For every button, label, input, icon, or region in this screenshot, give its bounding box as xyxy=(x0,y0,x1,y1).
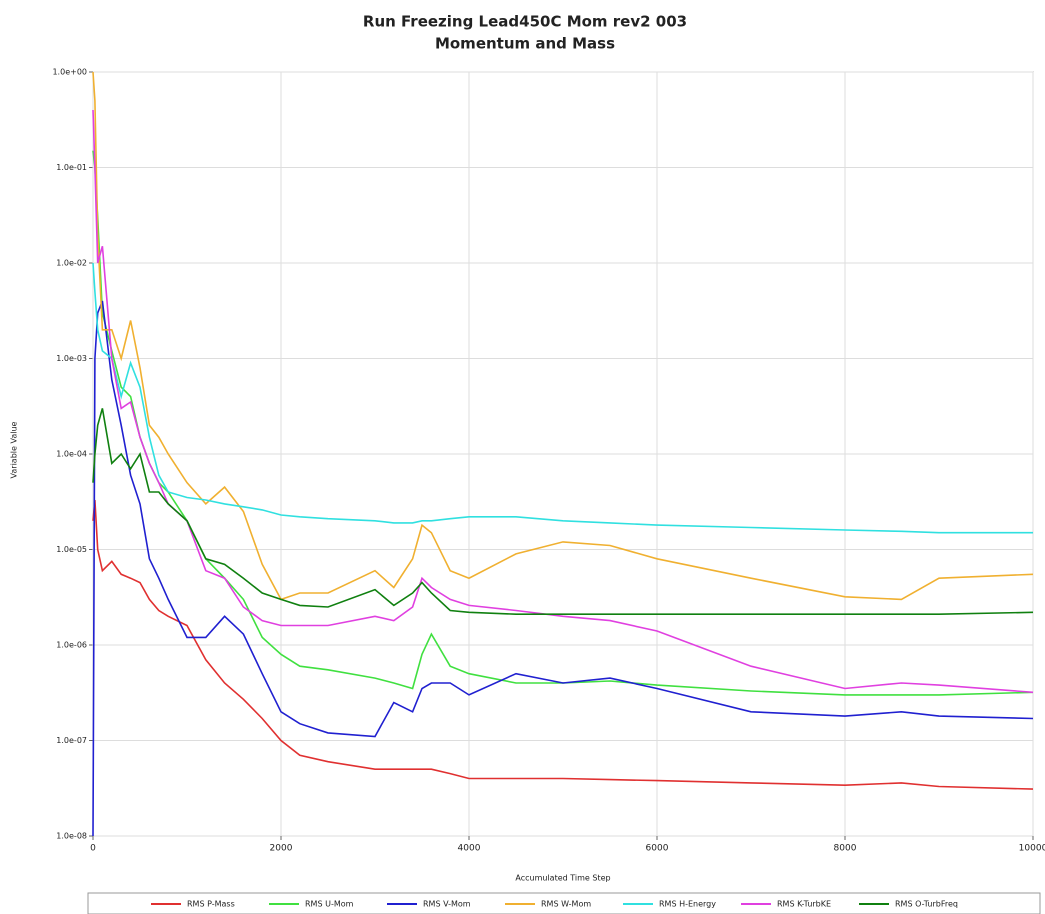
series-line xyxy=(92,408,1034,615)
y-tick-label: 1.0e-03 xyxy=(56,354,87,363)
y-tick-label: 1.0e-07 xyxy=(56,736,87,745)
chart-subtitle: Momentum and Mass xyxy=(435,35,615,53)
series-line xyxy=(92,499,1034,790)
legend-label: RMS P-Mass xyxy=(187,900,235,909)
x-tick-label: 6000 xyxy=(646,844,669,854)
y-tick-label: 1.0e+00 xyxy=(52,68,87,77)
chart-title: Run Freezing Lead450C Mom rev2 003 xyxy=(363,13,687,31)
legend-label: RMS U-Mom xyxy=(305,900,354,909)
y-tick-label: 1.0e-08 xyxy=(56,832,87,841)
y-axis-label: Variable Value xyxy=(10,421,19,478)
x-tick-label: 2000 xyxy=(270,844,293,854)
legend-box xyxy=(87,892,1041,914)
legend-label: RMS W-Mom xyxy=(541,900,591,909)
y-tick-label: 1.0e-02 xyxy=(56,259,87,268)
legend-label: RMS K-TurbKE xyxy=(777,900,831,909)
y-tick-label: 1.0e-06 xyxy=(56,641,87,650)
x-axis-label: Accumulated Time Step xyxy=(515,874,610,883)
x-tick-label: 8000 xyxy=(834,844,857,854)
y-tick-label: 1.0e-04 xyxy=(56,450,87,459)
x-tick-label: 0 xyxy=(90,844,96,854)
legend-label: RMS O-TurbFreq xyxy=(895,900,958,909)
series-line xyxy=(92,109,1034,694)
legend-label: RMS H-Energy xyxy=(659,900,716,909)
series-line xyxy=(92,71,1034,601)
series-line xyxy=(92,300,1034,837)
y-tick-label: 1.0e-05 xyxy=(56,545,87,554)
x-tick-label: 10000 xyxy=(1019,844,1045,854)
y-tick-label: 1.0e-01 xyxy=(56,163,87,172)
x-tick-label: 4000 xyxy=(458,844,481,854)
series-line xyxy=(92,262,1033,534)
legend-label: RMS V-Mom xyxy=(423,900,471,909)
